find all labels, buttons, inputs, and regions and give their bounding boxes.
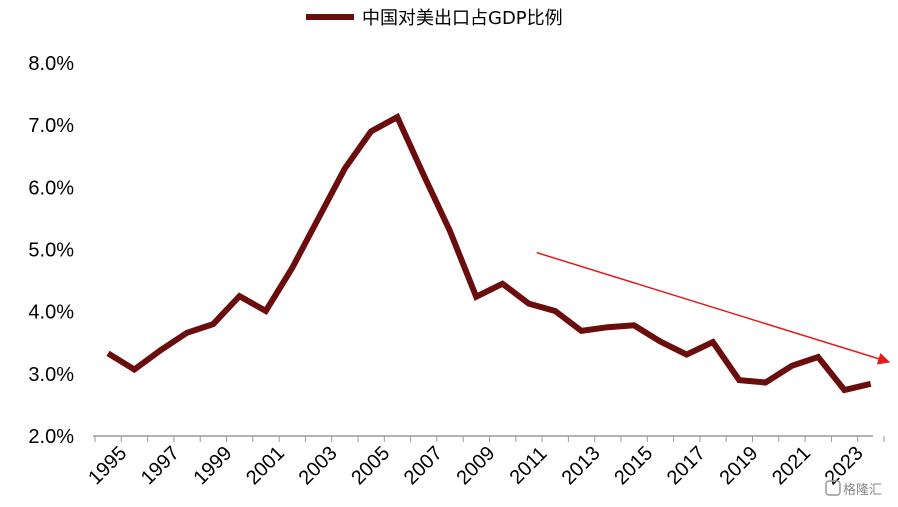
x-tick-label: 2005 [347, 442, 394, 489]
x-tick-label: 2013 [558, 442, 605, 489]
x-tick-label: 2011 [506, 443, 552, 489]
data-point [184, 330, 190, 336]
data-point [815, 354, 821, 360]
data-point [210, 321, 216, 327]
series-layer [105, 112, 874, 394]
data-point [657, 339, 663, 345]
y-tick-label: 4.0% [28, 302, 74, 324]
data-point [578, 328, 584, 334]
x-tick-label: 2003 [295, 442, 342, 489]
data-point [263, 308, 269, 314]
y-tick-label: 8.0% [28, 53, 74, 75]
data-point [868, 381, 874, 387]
y-tick-label: 2.0% [28, 426, 74, 448]
x-tick-label: 1999 [189, 442, 236, 489]
data-point [526, 301, 532, 307]
y-tick-label: 7.0% [28, 115, 74, 137]
data-point [684, 352, 690, 358]
data-point [342, 166, 348, 172]
x-tick-label: 2017 [663, 442, 710, 489]
data-point [500, 281, 506, 287]
data-point [710, 339, 716, 345]
x-tick-label: 2021 [768, 442, 815, 489]
data-point [605, 324, 611, 330]
data-point [631, 322, 637, 328]
x-tick-label: 2019 [715, 442, 762, 489]
data-point [789, 363, 795, 369]
x-tick-label: 2015 [610, 442, 657, 489]
x-tick-label: 2001 [242, 442, 289, 489]
data-point [237, 293, 243, 299]
data-point [552, 308, 558, 314]
watermark: 格隆汇 [825, 480, 882, 498]
data-point [473, 294, 479, 300]
data-point [841, 387, 847, 393]
legend: 中国对美出口占GDP比例 [306, 8, 563, 29]
data-point [368, 128, 374, 134]
data-point [763, 380, 769, 386]
watermark-logo-icon [825, 480, 841, 496]
x-tick-label: 2009 [452, 442, 499, 489]
x-axis: 1995 1997 1999 2001 2003 2005 2007 2009 2011 2013… [84, 435, 885, 489]
y-tick-label: 3.0% [28, 364, 74, 386]
data-point [105, 350, 111, 356]
trend-arrow [536, 251, 891, 365]
y-tick-label: 5.0% [28, 240, 74, 262]
watermark-text: 格隆汇 [843, 482, 882, 498]
data-point [447, 228, 453, 234]
data-point [421, 172, 427, 178]
data-point [736, 377, 742, 383]
data-point [131, 367, 137, 373]
data-point [394, 114, 400, 120]
data-point [158, 347, 164, 353]
x-tick-label: 1997 [137, 442, 184, 489]
annotation-layer [536, 251, 891, 365]
data-point [289, 265, 295, 271]
y-axis: 2.0% 3.0% 4.0% 5.0% 6.0% 7.0% 8.0% [28, 53, 74, 448]
legend-label: 中国对美出口占GDP比例 [362, 8, 563, 29]
x-tick-label: 2007 [400, 442, 447, 489]
y-tick-label: 6.0% [28, 177, 74, 199]
data-point [315, 215, 321, 221]
series-line [106, 112, 872, 394]
x-tick-label: 1995 [84, 442, 131, 489]
